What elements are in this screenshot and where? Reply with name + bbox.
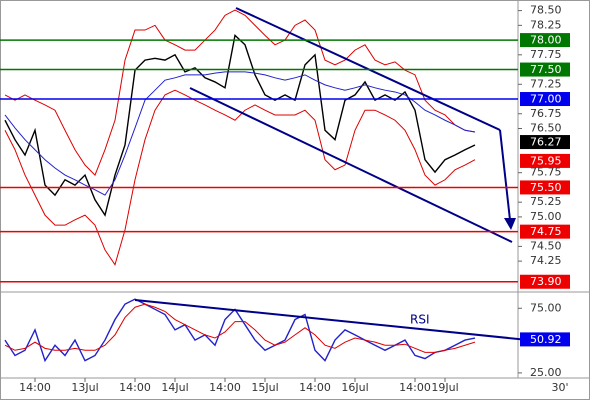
series-line xyxy=(4,303,476,353)
x-tick-label: 14:00 xyxy=(209,381,241,394)
x-tick-label: 14:00 xyxy=(299,381,331,394)
y-tick-label: 75.00 xyxy=(530,210,562,223)
y-tick-label: 75.25 xyxy=(530,195,562,208)
series-line xyxy=(4,89,476,266)
y-tick-label: 77.25 xyxy=(530,77,562,90)
level-box xyxy=(520,224,570,239)
level-box xyxy=(520,153,570,168)
level-label: 73.90 xyxy=(530,275,562,288)
x-tick-label: 14:00 xyxy=(119,381,151,394)
arrow-head xyxy=(504,218,516,230)
rsi-trendline xyxy=(134,299,529,341)
level-label: 50.92 xyxy=(530,333,562,346)
forecast-arrow xyxy=(499,129,511,221)
y-tick-label: 78.50 xyxy=(530,4,562,17)
level-box xyxy=(520,332,570,347)
level-label: 77.00 xyxy=(530,93,562,106)
level-label: 74.75 xyxy=(530,225,562,238)
level-label: 78.00 xyxy=(530,34,562,47)
y-tick-label: 74.50 xyxy=(530,239,562,252)
level-box xyxy=(520,92,570,107)
y-tick-label: 75.75 xyxy=(530,166,562,179)
rsi-label: RSI xyxy=(410,313,430,327)
y-tick-label: 77.75 xyxy=(530,48,562,61)
level-box xyxy=(520,180,570,195)
series-line xyxy=(4,298,476,363)
y-tick-label: 75.00 xyxy=(530,301,562,314)
y-tick-label: 74.25 xyxy=(530,254,562,267)
x-tick-label: 14Jul xyxy=(161,381,188,394)
x-tick-label: 14:00 xyxy=(399,381,431,394)
y-tick-label: 25.00 xyxy=(530,366,562,379)
level-box xyxy=(520,33,570,48)
level-label: 75.50 xyxy=(530,181,562,194)
x-tick-label: 13Jul xyxy=(71,381,98,394)
period-label: 30' xyxy=(551,381,568,394)
series-line xyxy=(4,9,476,176)
y-tick-label: 76.75 xyxy=(530,107,562,120)
level-label: 77.50 xyxy=(530,63,562,76)
y-tick-label: 76.50 xyxy=(530,121,562,134)
series-line xyxy=(4,71,476,196)
y-tick-label: 78.25 xyxy=(530,18,562,31)
trend-channel xyxy=(189,87,513,243)
level-label: 75.95 xyxy=(530,154,562,167)
x-tick-label: 16Jul xyxy=(341,381,368,394)
level-box xyxy=(520,274,570,289)
x-tick-label: 15Jul xyxy=(251,381,278,394)
x-tick-label: 14:00 xyxy=(19,381,51,394)
level-label: 76.27 xyxy=(530,136,562,149)
level-box xyxy=(520,135,570,150)
level-box xyxy=(520,62,570,77)
x-tick-label: 19Jul xyxy=(431,381,458,394)
